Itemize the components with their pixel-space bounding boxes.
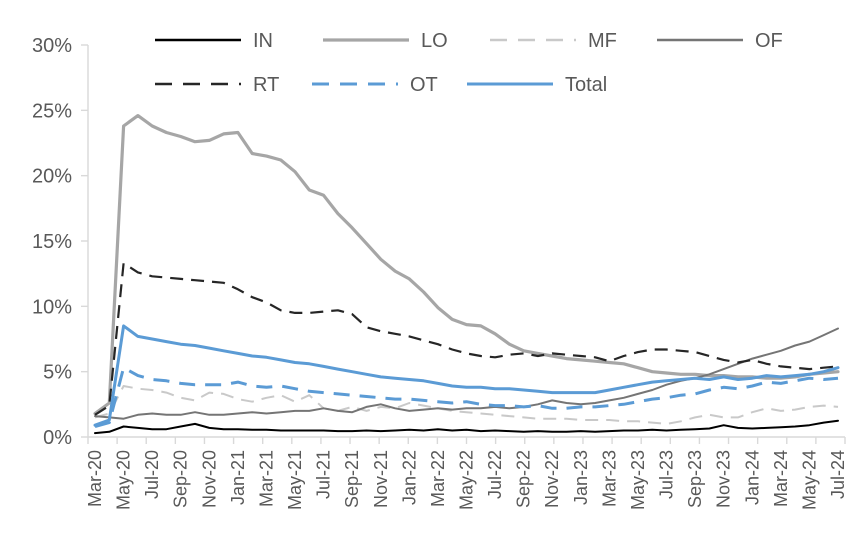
x-tick-label: Jul-22 xyxy=(485,450,505,499)
y-tick-label: 5% xyxy=(43,362,72,384)
series-line-OT xyxy=(94,366,839,428)
x-tick-label: Sep-21 xyxy=(342,450,362,508)
x-tick-label: Nov-21 xyxy=(371,450,391,508)
x-tick-label: May-20 xyxy=(114,450,134,510)
series-line-IN xyxy=(94,419,839,435)
y-tick-label: 20% xyxy=(32,166,72,188)
x-tick-label: Sep-23 xyxy=(685,450,705,508)
legend-label-RT: RT xyxy=(253,74,279,96)
x-tick-label: Mar-24 xyxy=(771,450,791,507)
legend-item-RT: RT xyxy=(155,74,279,96)
x-tick-label: Mar-22 xyxy=(428,450,448,507)
x-tick-label: Nov-20 xyxy=(199,450,219,508)
x-tick-label: Jul-21 xyxy=(314,450,334,499)
legend-label-IN: IN xyxy=(253,30,273,52)
legend-item-IN: IN xyxy=(155,30,273,52)
y-tick-label: 10% xyxy=(32,296,72,318)
x-tick-label: Jan-24 xyxy=(742,450,762,505)
x-tick-label: May-21 xyxy=(285,450,305,510)
legend-item-MF: MF xyxy=(490,30,617,52)
series-line-RT xyxy=(94,262,839,416)
x-tick-label: May-22 xyxy=(457,450,477,510)
legend-label-OF: OF xyxy=(755,30,783,52)
legend-item-OT: OT xyxy=(312,74,438,96)
legend-item-OF: OF xyxy=(657,30,783,52)
legend-label-MF: MF xyxy=(588,30,617,52)
y-tick-label: 25% xyxy=(32,100,72,122)
legend-label-Total: Total xyxy=(565,74,607,96)
legend-label-LO: LO xyxy=(421,30,448,52)
legend-item-LO: LO xyxy=(323,30,448,52)
legend-label-OT: OT xyxy=(410,74,438,96)
series-line-OF xyxy=(94,327,839,420)
x-tick-label: Jan-22 xyxy=(399,450,419,505)
y-tick-label: 0% xyxy=(43,427,72,449)
series-line-LO xyxy=(93,113,840,416)
x-tick-label: Mar-20 xyxy=(85,450,105,507)
x-tick-label: Nov-22 xyxy=(542,450,562,508)
x-tick-label: Sep-20 xyxy=(171,450,191,508)
x-tick-label: Jul-20 xyxy=(142,450,162,499)
legend-item-Total: Total xyxy=(467,74,607,96)
x-tick-label: Mar-21 xyxy=(256,450,276,507)
y-tick-label: 30% xyxy=(32,35,72,57)
x-tick-label: Jan-21 xyxy=(228,450,248,505)
x-tick-label: Nov-23 xyxy=(714,450,734,508)
x-tick-label: Sep-22 xyxy=(514,450,534,508)
x-tick-label: May-23 xyxy=(628,450,648,510)
x-tick-label: Jan-23 xyxy=(571,450,591,505)
x-tick-label: Mar-23 xyxy=(599,450,619,507)
y-tick-label: 15% xyxy=(32,231,72,253)
x-tick-label: Jul-23 xyxy=(657,450,677,499)
series-line-MF xyxy=(94,385,839,425)
x-tick-label: May-24 xyxy=(799,450,819,510)
x-tick-label: Jul-24 xyxy=(828,450,848,499)
series-line-Total xyxy=(93,324,840,427)
